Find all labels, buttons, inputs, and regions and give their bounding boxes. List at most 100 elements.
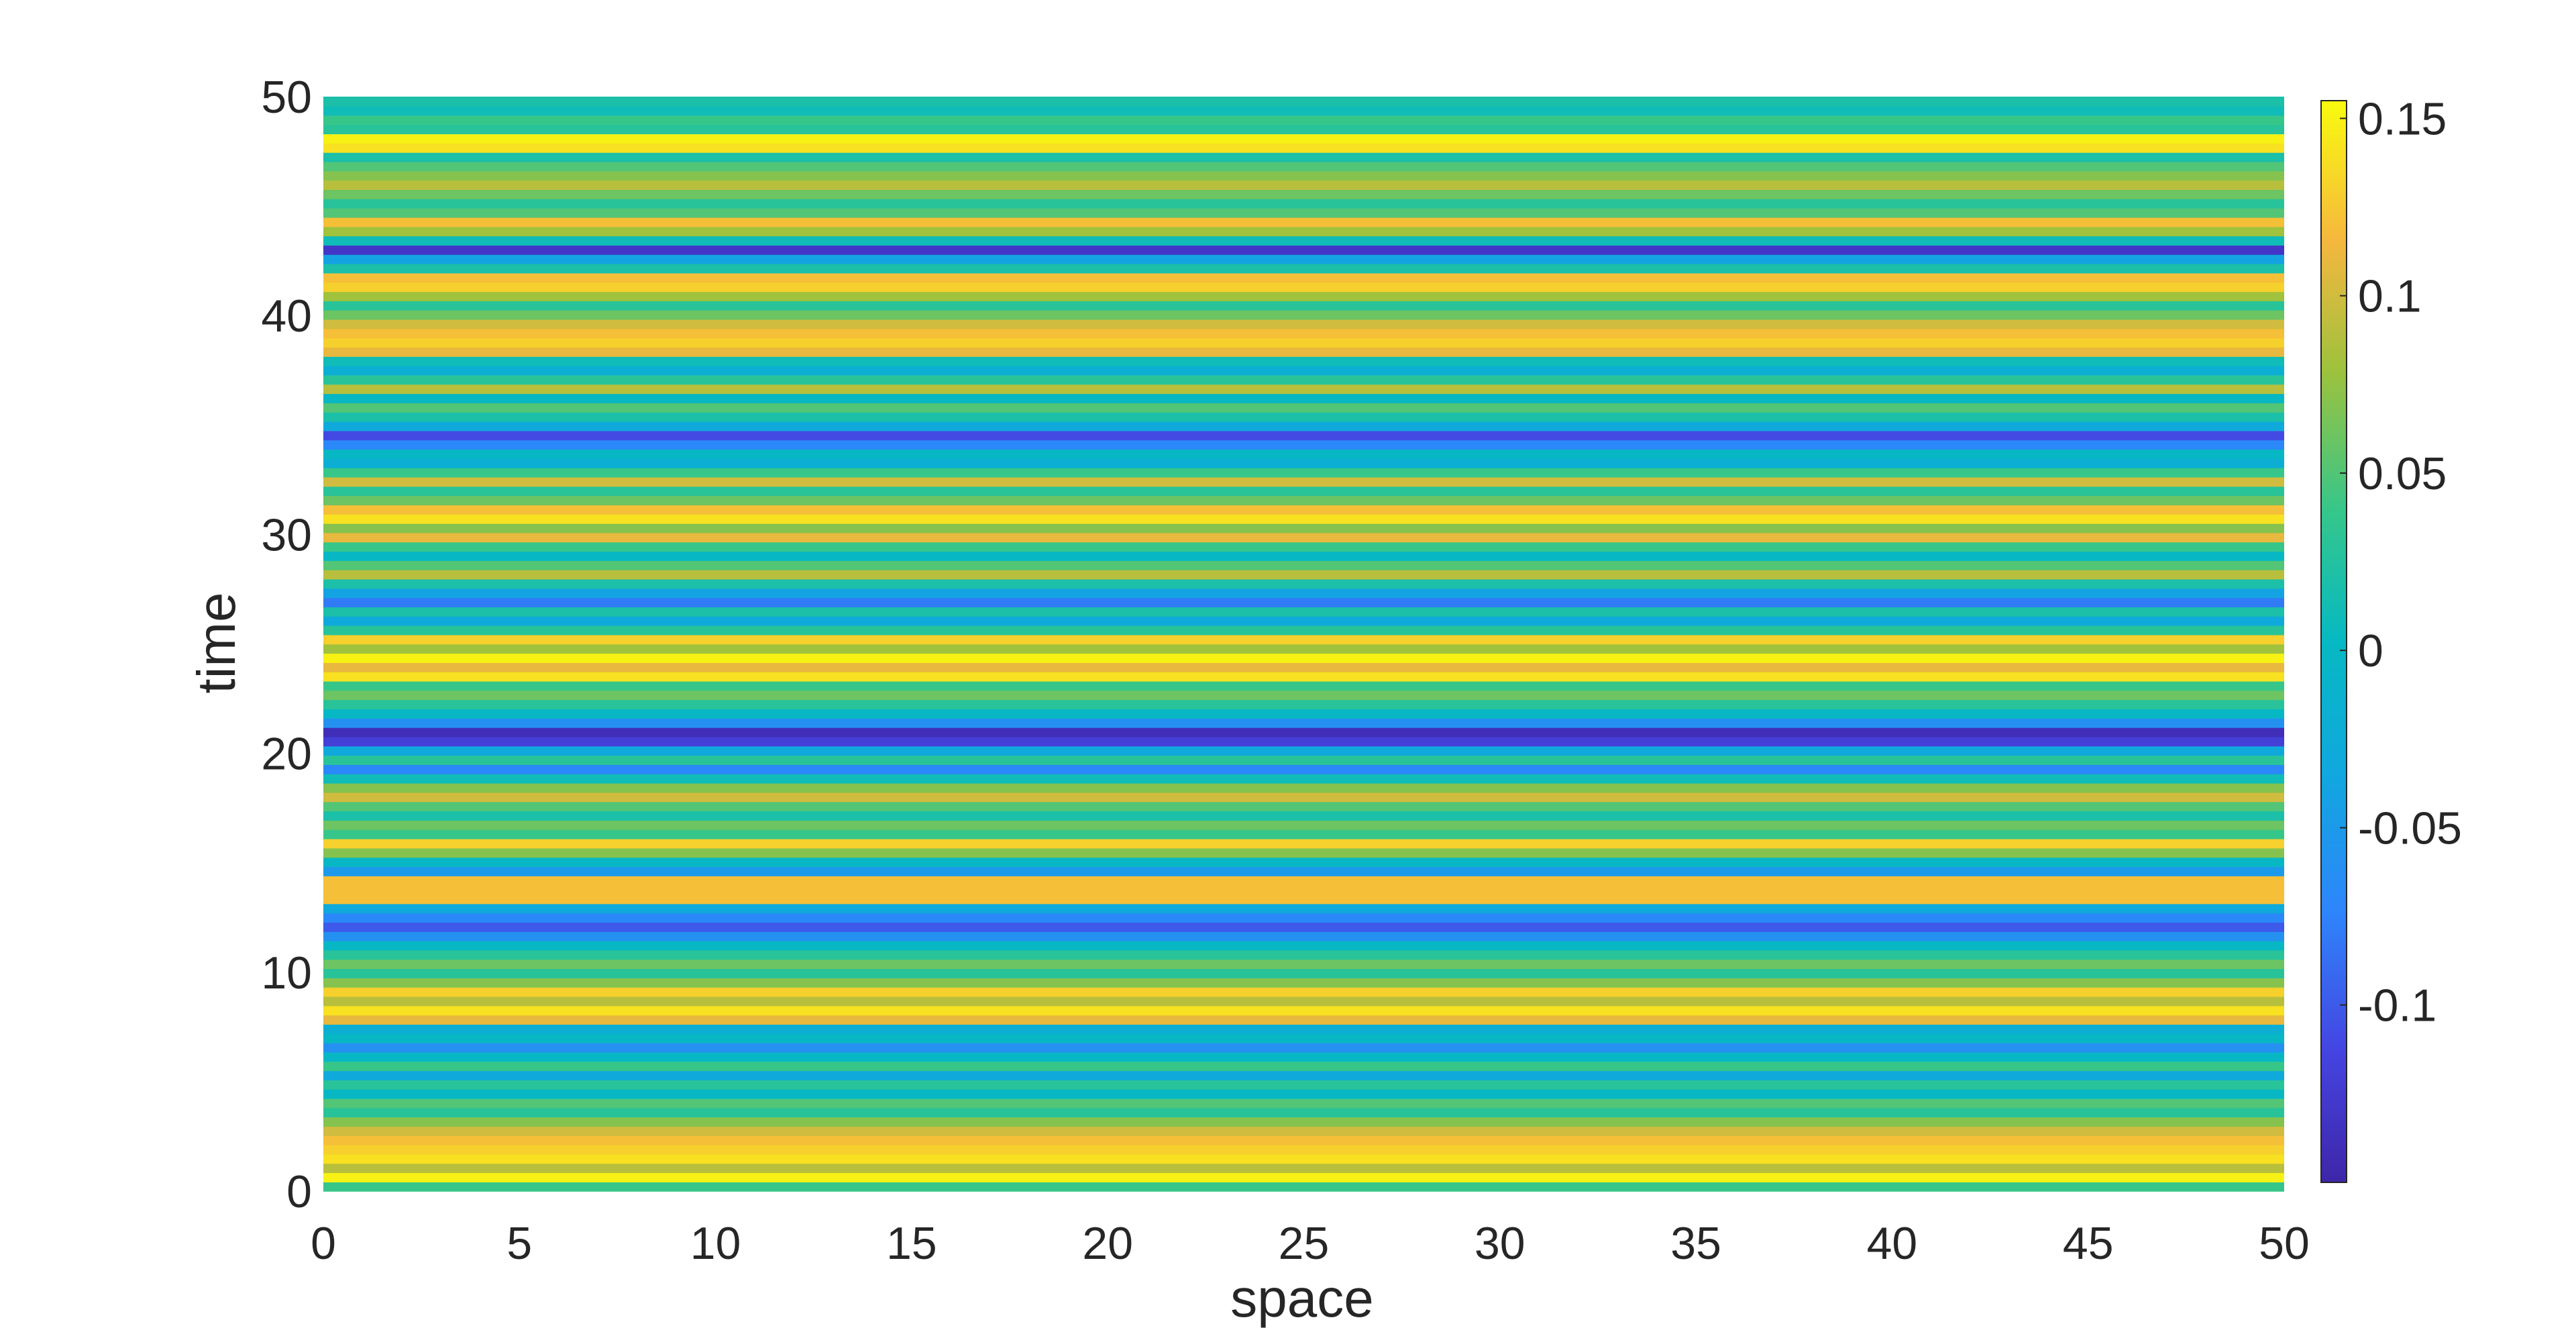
- heatmap-row: [323, 736, 2284, 747]
- heatmap-row: [323, 467, 2284, 478]
- heatmap-row: [323, 560, 2284, 570]
- heatmap-row: [323, 97, 2284, 107]
- heatmap-row: [323, 931, 2284, 941]
- x-tick-label: 30: [1474, 1218, 1525, 1269]
- heatmap-row: [323, 709, 2284, 719]
- colorbar-tick-label: -0.05: [2358, 803, 2462, 854]
- colorbar-tick-label: 0.1: [2358, 271, 2422, 322]
- heatmap-row: [323, 1172, 2284, 1182]
- x-axis-title: space: [1230, 1268, 1373, 1328]
- heatmap-row: [323, 755, 2284, 765]
- heatmap-row: [323, 236, 2284, 246]
- heatmap-row: [323, 597, 2284, 608]
- heatmap-row: [323, 578, 2284, 589]
- heatmap-row: [323, 542, 2284, 552]
- heatmap-row: [323, 134, 2284, 144]
- heatmap-row: [323, 968, 2284, 978]
- heatmap-row: [323, 718, 2284, 728]
- x-axis-ticks: 0 5 10 15 20 25 30 35 40 45 50: [311, 1218, 2310, 1269]
- colorbar: [2320, 100, 2347, 1183]
- heatmap-row: [323, 996, 2284, 1007]
- y-tick-label: 30: [261, 509, 312, 560]
- heatmap-row: [323, 671, 2284, 682]
- heatmap-row: [323, 727, 2284, 737]
- y-axis-ticks: 0 10 20 30 40 50: [261, 72, 312, 1217]
- colorbar-tick-label: 0.15: [2358, 93, 2447, 144]
- heatmap-row: [323, 291, 2284, 301]
- heatmap-row: [323, 272, 2284, 283]
- heatmap-row: [323, 950, 2284, 960]
- y-tick-label: 0: [286, 1166, 312, 1217]
- heatmap-row: [323, 653, 2284, 663]
- heatmap-row: [323, 365, 2284, 376]
- heatmap-row: [323, 940, 2284, 951]
- heatmap-row: [323, 986, 2284, 997]
- heatmap-row: [323, 616, 2284, 626]
- heatmap-row: [323, 301, 2284, 311]
- heatmap-row: [323, 1117, 2284, 1127]
- heatmap-row: [323, 226, 2284, 237]
- heatmap-row: [323, 199, 2284, 209]
- heatmap-row: [323, 476, 2284, 487]
- heatmap-row: [323, 782, 2284, 793]
- heatmap-row: [323, 495, 2284, 505]
- heatmap-row: [323, 1052, 2284, 1062]
- heatmap-row: [323, 884, 2284, 895]
- heatmap-row: [323, 764, 2284, 774]
- heatmap-row: [323, 1098, 2284, 1109]
- heatmap-row: [323, 792, 2284, 803]
- heatmap-row: [323, 551, 2284, 561]
- heatmap-row: [323, 347, 2284, 357]
- heatmap-row: [323, 458, 2284, 468]
- heatmap-row: [323, 848, 2284, 858]
- colorbar-tick-label: -0.1: [2358, 980, 2436, 1031]
- x-tick-label: 35: [1670, 1218, 1721, 1269]
- heatmap-row: [323, 115, 2284, 125]
- heatmap-row: [323, 1070, 2284, 1080]
- heatmap-row: [323, 1061, 2284, 1072]
- heatmap-row: [323, 1024, 2284, 1034]
- heatmap-row: [323, 774, 2284, 784]
- heatmap-row: [323, 1033, 2284, 1043]
- colorbar-tick-label: 0.05: [2358, 448, 2447, 499]
- heatmap-row: [323, 1088, 2284, 1099]
- heatmap-row: [323, 1015, 2284, 1025]
- x-tick-label: 5: [506, 1218, 532, 1269]
- heatmap-row: [323, 680, 2284, 691]
- heatmap-row: [323, 505, 2284, 515]
- x-tick-label: 40: [1867, 1218, 1918, 1269]
- heatmap-row: [323, 959, 2284, 970]
- x-tick-label: 20: [1082, 1218, 1133, 1269]
- heatmap-row: [323, 644, 2284, 654]
- heatmap-row: [323, 245, 2284, 255]
- heatmap-row: [323, 217, 2284, 227]
- heatmap-row: [323, 1144, 2284, 1155]
- heatmap-row: [323, 263, 2284, 274]
- heatmap-row: [323, 309, 2284, 320]
- heatmap-row: [323, 440, 2284, 450]
- heatmap-row: [323, 1107, 2284, 1118]
- heatmap-row: [323, 523, 2284, 533]
- heatmap-row: [323, 866, 2284, 876]
- heatmap-row: [323, 607, 2284, 617]
- x-tick-label: 25: [1279, 1218, 1330, 1269]
- heatmap-row: [323, 1080, 2284, 1090]
- heatmap-row: [323, 328, 2284, 339]
- heatmap-row: [323, 978, 2284, 988]
- x-tick-label: 10: [690, 1218, 741, 1269]
- y-tick-label: 10: [261, 948, 312, 999]
- heatmap-row: [323, 374, 2284, 385]
- heatmap-row: [323, 105, 2284, 116]
- heatmap-row: [323, 189, 2284, 199]
- heatmap-row: [323, 513, 2284, 524]
- heatmap-row: [323, 903, 2284, 914]
- heatmap-row: [323, 143, 2284, 153]
- heatmap-row: [323, 170, 2284, 181]
- heatmap-row: [323, 838, 2284, 849]
- y-tick-label: 50: [261, 72, 312, 123]
- heatmap-row: [323, 356, 2284, 366]
- heatmap-row: [323, 1163, 2284, 1174]
- heatmap-plot-area: [323, 97, 2284, 1192]
- heatmap-row: [323, 124, 2284, 135]
